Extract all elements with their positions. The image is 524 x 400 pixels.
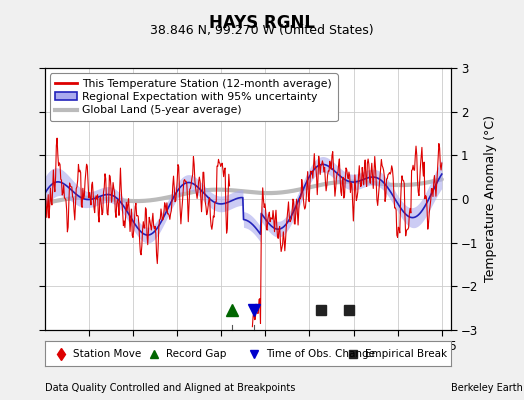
Text: 38.846 N, 99.270 W (United States): 38.846 N, 99.270 W (United States): [150, 24, 374, 37]
Legend: This Temperature Station (12-month average), Regional Expectation with 95% uncer: This Temperature Station (12-month avera…: [50, 74, 337, 121]
Text: Data Quality Controlled and Aligned at Breakpoints: Data Quality Controlled and Aligned at B…: [45, 383, 295, 393]
Text: Time of Obs. Change: Time of Obs. Change: [266, 348, 375, 358]
Text: Record Gap: Record Gap: [167, 348, 227, 358]
Text: Berkeley Earth: Berkeley Earth: [451, 383, 522, 393]
Text: Empirical Break: Empirical Break: [365, 348, 447, 358]
Y-axis label: Temperature Anomaly (°C): Temperature Anomaly (°C): [484, 116, 497, 282]
Text: HAYS RGNL: HAYS RGNL: [209, 14, 315, 32]
Text: Station Move: Station Move: [73, 348, 141, 358]
